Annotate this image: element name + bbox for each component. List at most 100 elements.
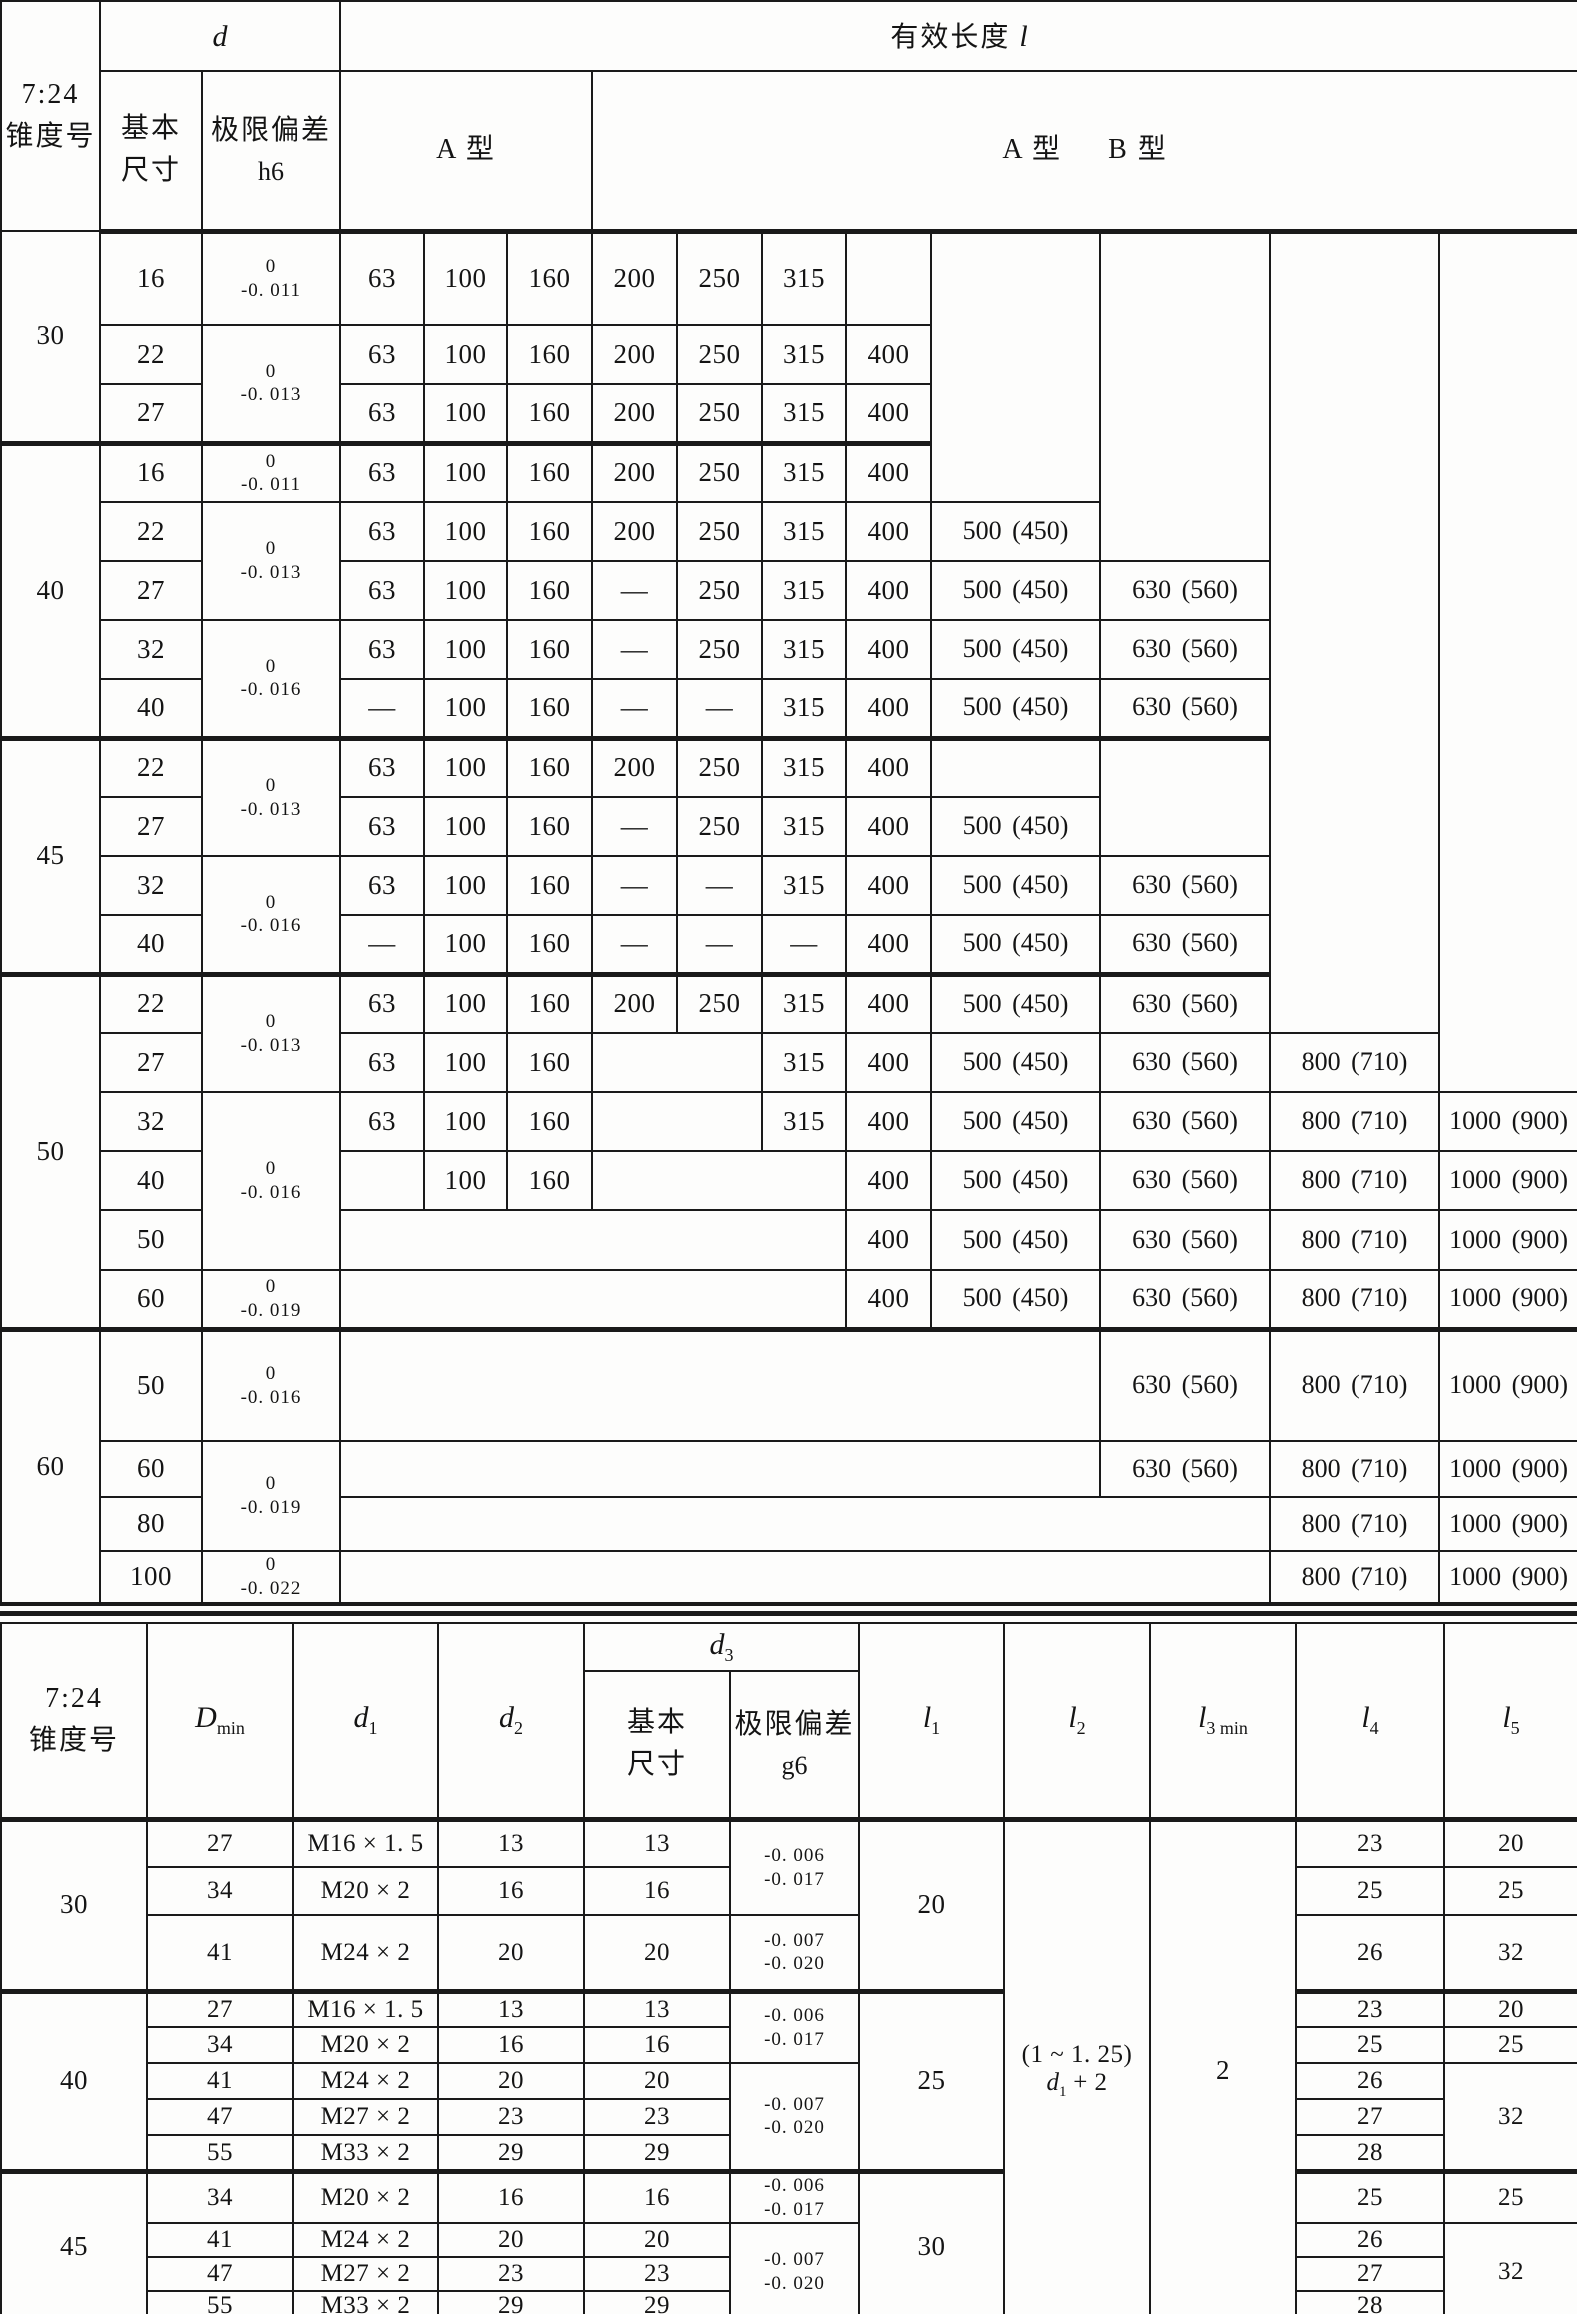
- empty-cell: [339, 1269, 847, 1332]
- length-cell: 630 (560): [1099, 973, 1271, 1034]
- length-cell: 800 (710): [1269, 1440, 1440, 1498]
- d-var: d: [353, 1701, 369, 1735]
- tolerance-cell: 0 -0. 022: [201, 1550, 341, 1605]
- length-cell: 100: [423, 855, 508, 916]
- length-cell: 500 (450): [930, 914, 1101, 977]
- length-cell: 63: [339, 501, 425, 562]
- tolerance-cell: -0. 006 -0. 017: [729, 1990, 860, 2064]
- tol-upper: -0. 006: [764, 2005, 825, 2026]
- dmin-cell: 55: [146, 2134, 294, 2174]
- length-cell: 400: [845, 1032, 932, 1093]
- basic-size-cell: 40: [99, 914, 203, 977]
- length-cell: 315: [761, 383, 847, 446]
- tolerance-cell: 0 -0. 013: [201, 973, 341, 1093]
- length-cell: 200: [591, 230, 678, 326]
- table-row: 40 — 100 160 — — — 400 500 (450) 630 (56…: [1, 914, 1577, 977]
- dmin-cell: 27: [146, 1990, 294, 2028]
- table-row: 47 M27 × 2 23 23 27: [1, 2098, 1577, 2136]
- header-row-1: 7:24 锥度号 d 有效长度 l: [0, 0, 1577, 232]
- length-cell: 500 (450): [930, 855, 1101, 916]
- shank-dimension-table: 7:24 锥度号 Dmin d1 d2 d3 l1 l2 l3 min l4 l…: [0, 1622, 1577, 2314]
- basic-size-cell: 27: [99, 560, 203, 621]
- tol-lower: -0. 017: [764, 2028, 825, 2050]
- tol-upper: 0: [265, 450, 277, 472]
- l2-cell: (1 ~ 1. 25) d1 + 2: [1003, 1818, 1151, 2314]
- tol-lower: -0. 011: [240, 474, 302, 496]
- length-cell: 160: [506, 501, 593, 562]
- length-cell: 400: [845, 383, 932, 446]
- table-row: 60 0 -0. 019 400 500 (450) 630 (560) 800 …: [1, 1269, 1577, 1332]
- basic-size-cell: 32: [99, 855, 203, 916]
- basic-size-cell: 80: [99, 1496, 203, 1552]
- length-cell: 160: [506, 442, 593, 503]
- l4-cell: 23: [1295, 1990, 1445, 2028]
- d3-basic-cell: 20: [583, 2062, 731, 2100]
- empty-cell: [845, 230, 932, 326]
- table-row: 100 0 -0. 022 800 (710) 1000 (900): [1, 1550, 1577, 1605]
- type-a-label: A 型: [1002, 134, 1063, 166]
- taper-length-table: 7:24 锥度号 d 有效长度 l 基本 尺寸 极限偏差 h6 A 型 A 型 B…: [0, 0, 1577, 1606]
- tol-upper: 0: [265, 1158, 277, 1180]
- tol-upper: -0. 006: [764, 1845, 825, 1866]
- tolerance-cell: 0 -0. 016: [201, 1328, 341, 1442]
- basic-size-line2: 尺寸: [626, 1749, 687, 1781]
- basic-size-cell: 27: [99, 796, 203, 857]
- length-cell: 630 (560): [1099, 1032, 1271, 1093]
- d3-basic-cell: 16: [583, 2170, 731, 2224]
- length-cell: 630 (560): [1099, 1150, 1271, 1211]
- basic-size-cell: 22: [99, 973, 203, 1034]
- length-cell: 630 (560): [1099, 914, 1271, 977]
- table-row: 30 16 0 -0. 011 63 100 160 200 250 315: [0, 230, 1577, 1093]
- length-cell: 400: [845, 914, 932, 977]
- d3-basic-cell: 16: [583, 1866, 731, 1916]
- table-row: 40 100 160 400 500 (450) 630 (560) 800 (…: [1, 1150, 1577, 1211]
- length-cell: 315: [761, 442, 847, 503]
- table-row: 30 27 M16 × 1. 5 13 13 -0. 006 -0. 017 20…: [0, 1818, 1577, 2314]
- table-row: 40 16 0 -0. 011 63 100 160 200 250 315 40…: [0, 442, 1577, 741]
- d3-basic-cell: 23: [583, 2256, 731, 2292]
- header-row-1: 7:24 锥度号 Dmin d1 d2 d3 l1 l2 l3 min l4 l…: [0, 1622, 1577, 1822]
- dash-cell: —: [339, 914, 425, 977]
- length-cell: 63: [339, 1091, 425, 1152]
- dmin-cell: 41: [146, 2222, 294, 2258]
- length-cell: 1000 (900): [1437, 1269, 1577, 1332]
- header-row-2: 基本 尺寸 极限偏差 g6: [1, 1670, 1577, 1822]
- length-cell: 160: [506, 324, 593, 385]
- taper-no-header: 7:24 锥度号: [0, 0, 101, 232]
- length-cell: 400: [845, 1091, 932, 1152]
- taper-no-cell: 30: [0, 1818, 148, 1994]
- table-row: 41 M24 × 2 20 20 -0. 007 -0. 020 26 32: [1, 2222, 1577, 2314]
- d3-header: d3: [583, 1622, 860, 1672]
- length-cell: 630 (560): [1099, 1269, 1271, 1332]
- length-cell: 63: [339, 230, 425, 326]
- length-cell: 630 (560): [1099, 1091, 1271, 1152]
- empty-cell: [930, 737, 1101, 798]
- l4-cell: 26: [1295, 2062, 1445, 2100]
- l4-cell: 26: [1295, 1914, 1445, 1994]
- dash-cell: —: [591, 914, 678, 977]
- dash-cell: —: [591, 678, 678, 741]
- d2-cell: 16: [437, 2170, 585, 2224]
- header-row-2: 基本 尺寸 极限偏差 h6 A 型 A 型 B 型: [1, 70, 1577, 234]
- sub-4: 4: [1369, 1718, 1379, 1739]
- length-cell: 1000 (900): [1437, 1209, 1577, 1271]
- length-cell: 200: [591, 737, 678, 798]
- length-cell: 500 (450): [930, 973, 1101, 1034]
- length-cell: 100: [423, 1032, 508, 1093]
- empty-cell: [591, 1091, 763, 1152]
- d-var: d: [1046, 2068, 1059, 2096]
- basic-size-cell: 32: [99, 1091, 203, 1152]
- tol-lower: -0. 013: [240, 798, 302, 820]
- length-cell: 315: [761, 230, 847, 326]
- length-cell: 800 (710): [1269, 1032, 1440, 1093]
- length-cell: 500 (450): [930, 1269, 1101, 1332]
- taper-no-cell: 40: [0, 442, 101, 741]
- table-row: 41 M24 × 2 20 20 -0. 007 -0. 020 26 32: [1, 1914, 1577, 1994]
- d-var: d: [709, 1628, 725, 1662]
- tol-lower: -0. 017: [764, 1868, 825, 1890]
- length-cell: 800 (710): [1269, 1550, 1440, 1605]
- length-cell: 63: [339, 619, 425, 680]
- empty-cell: [339, 1496, 1271, 1552]
- length-cell: 160: [506, 796, 593, 857]
- sub-3: 3: [724, 1645, 734, 1666]
